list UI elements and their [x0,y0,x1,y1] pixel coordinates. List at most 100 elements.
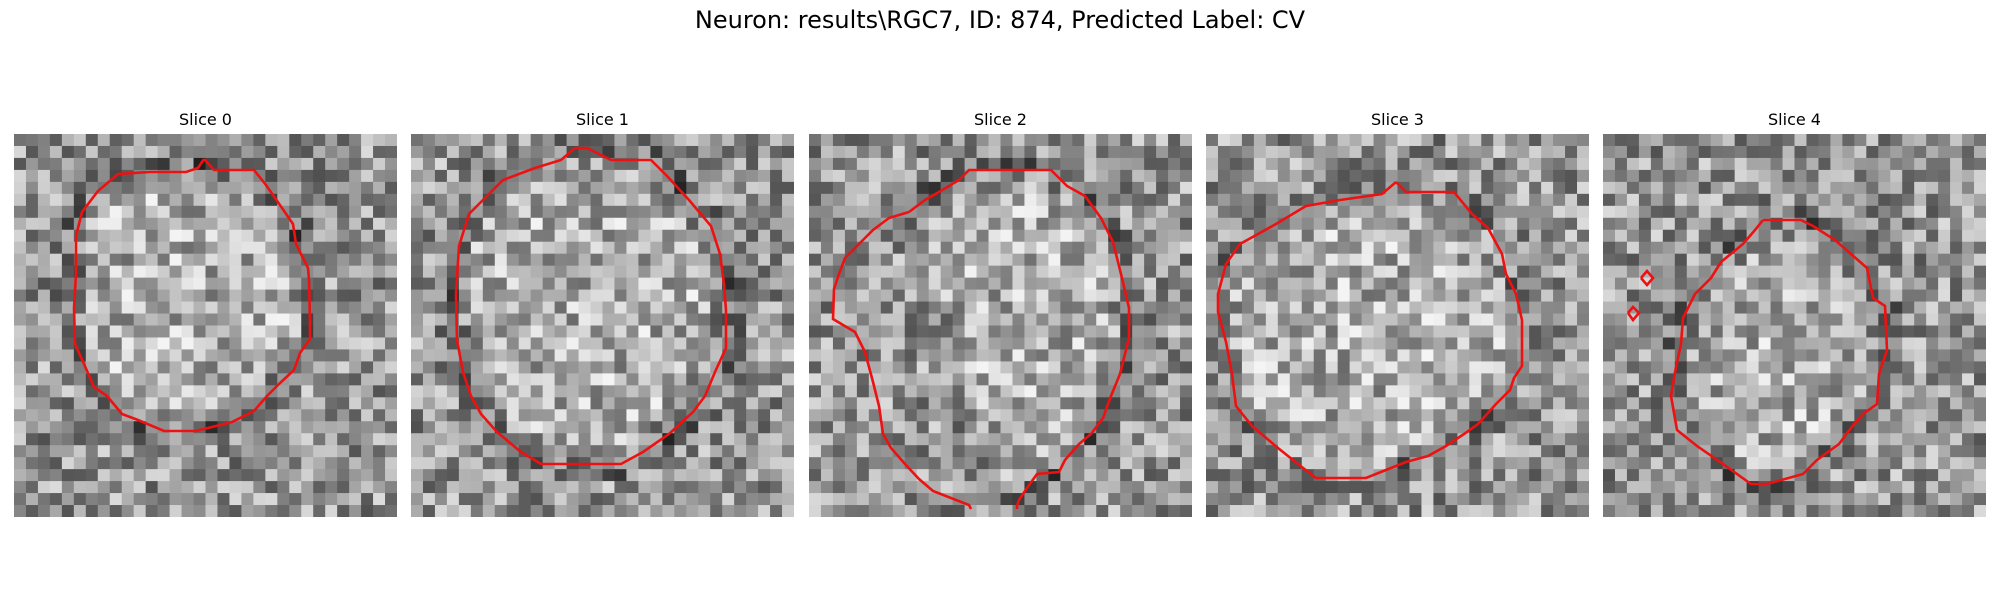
pixel [1012,421,1025,434]
pixel [880,229,894,243]
pixel [710,289,723,303]
pixel [1253,217,1267,231]
pixel [686,493,699,506]
pixel [1156,325,1169,338]
pixel [1698,229,1712,243]
pixel [1072,397,1085,410]
pixel [1698,289,1712,303]
pixel [638,505,651,517]
pixel [722,169,735,183]
pixel [458,181,472,195]
pixel [674,181,687,195]
pixel [1866,217,1879,231]
pixel [820,145,834,159]
pixel [361,265,374,279]
pixel [1974,157,1986,171]
pixel [1144,481,1157,494]
pixel [1108,493,1121,506]
pixel [940,289,954,303]
pixel [73,277,87,291]
pixel [157,193,171,207]
pixel [614,481,627,494]
pixel [590,134,603,147]
pixel [1144,145,1157,159]
pixel [373,253,386,267]
pixel [928,313,942,326]
pixel [904,493,918,506]
pixel [482,229,496,243]
pixel [820,481,834,494]
pixel [434,505,448,517]
pixel [1481,505,1494,517]
pixel [1710,193,1724,207]
pixel [181,325,195,338]
pixel [1253,253,1267,267]
pixel [1168,445,1181,458]
pixel [1229,169,1243,183]
pixel [856,457,870,470]
pixel [809,409,822,422]
pixel [265,145,278,159]
pixel [976,205,990,219]
pixel [1206,157,1219,171]
pixel [506,349,520,362]
pixel [1060,349,1073,362]
pixel [734,433,747,446]
pixel [1060,505,1073,517]
pixel [518,134,532,147]
pixel [1349,169,1363,183]
pixel [832,217,846,231]
pixel [518,433,532,446]
pixel [734,493,747,506]
pixel [1048,409,1061,422]
pixel [518,277,532,291]
pixel [337,325,350,338]
pixel [1854,229,1867,243]
pixel [1433,313,1446,326]
pixel [1758,409,1772,422]
pixel [1938,253,1951,267]
pixel [1084,361,1097,374]
pixel [1662,313,1676,326]
pixel [1385,229,1398,243]
pixel [1830,337,1843,350]
pixel [1830,145,1843,159]
pixel [361,301,374,315]
pixel [482,493,496,506]
pixel [1830,409,1843,422]
pixel [746,385,759,398]
pixel [662,469,675,482]
pixel [809,205,822,219]
pixel [1505,457,1518,470]
pixel [614,217,627,231]
pixel [566,289,580,303]
pixel [844,469,858,482]
pixel [1734,361,1748,374]
pixel [530,241,544,255]
pixel [530,205,544,219]
pixel [1758,385,1772,398]
pixel [674,217,687,231]
pixel [1493,265,1506,279]
pixel [892,181,906,195]
pixel [422,433,436,446]
pixel [650,421,663,434]
pixel [1337,397,1351,410]
pixel [1469,385,1482,398]
pixel [1806,445,1819,458]
pixel [349,205,362,219]
pixel [325,193,338,207]
pixel [1553,421,1566,434]
pixel [301,193,314,207]
pixel [722,409,735,422]
pixel [832,181,846,195]
pixel [1914,217,1927,231]
pixel [1962,433,1975,446]
pixel [758,445,771,458]
pixel [602,469,615,482]
pixel [458,253,472,267]
pixel [1974,193,1986,207]
pixel [566,349,580,362]
pixel [1325,349,1339,362]
pixel [916,134,930,147]
